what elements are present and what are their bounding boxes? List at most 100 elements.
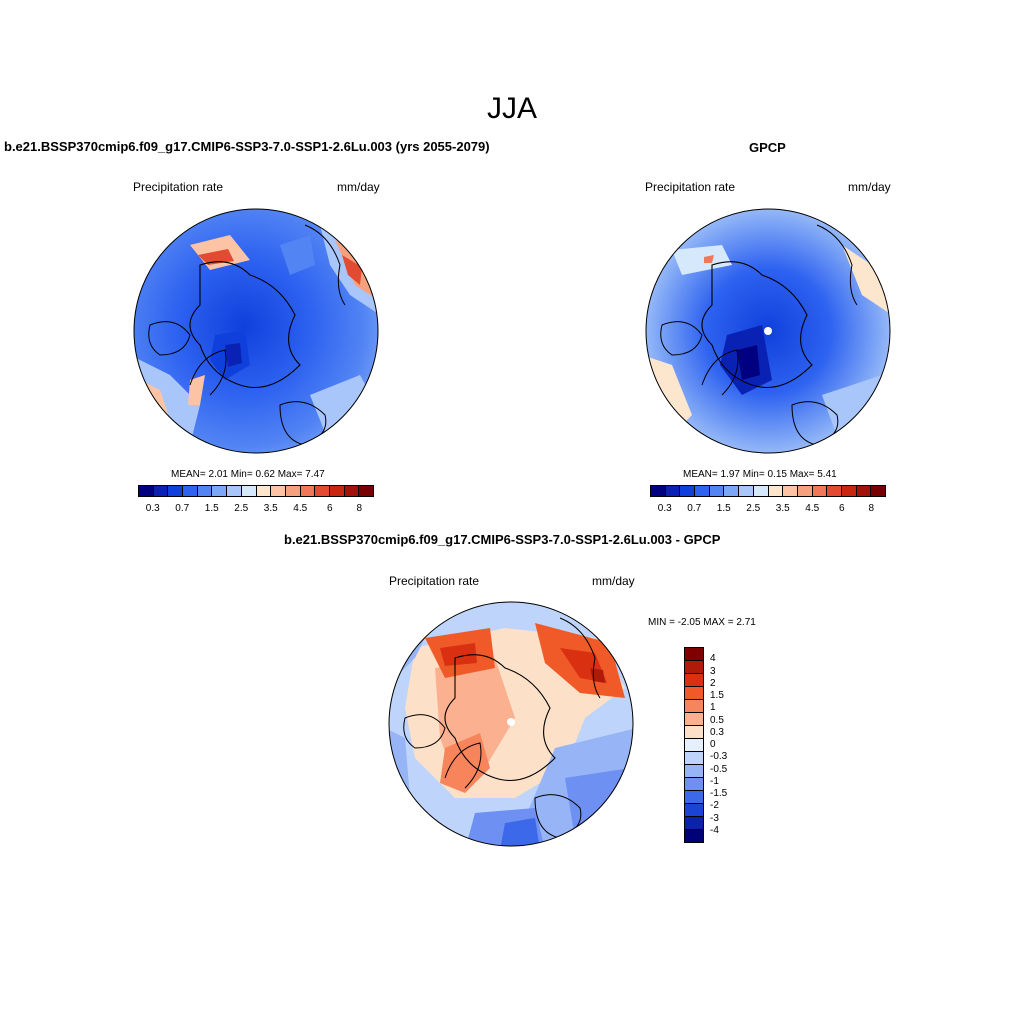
colorbar-swatch [724, 486, 740, 496]
model-stats: MEAN= 2.01 Min= 0.62 Max= 7.47 [171, 469, 325, 480]
diff-units-label: mm/day [592, 574, 635, 588]
obs-variable-label: Precipitation rate [645, 180, 736, 194]
colorbar-tick-label: -0.5 [710, 763, 728, 775]
colorbar-tick-label: 8 [868, 503, 875, 514]
colorbar-swatch [709, 486, 725, 496]
colorbar-swatch [841, 486, 857, 496]
colorbar-tick-label: 1.5 [204, 503, 219, 514]
colorbar-tick-label: -1 [710, 775, 719, 787]
colorbar-swatch [685, 791, 703, 804]
diff-colorbar [684, 647, 704, 843]
figure-title: JJA [486, 92, 537, 125]
colorbar-swatch [685, 804, 703, 817]
colorbar-tick-label: 0.7 [175, 503, 190, 514]
colorbar-swatch [856, 486, 872, 496]
colorbar-tick-label: -1.5 [710, 788, 728, 799]
colorbar-swatch [359, 486, 373, 496]
diff-colorbar-ticks: 4 3 2 1.5 1 0.5 0.3 0 -0.3 -0.5 -1 -1.5 -2 -3 -4 [710, 647, 750, 843]
colorbar-swatch [685, 713, 703, 726]
colorbar-swatch [665, 486, 681, 496]
colorbar-swatch [153, 486, 169, 496]
colorbar-swatch [768, 486, 784, 496]
colorbar-swatch [783, 486, 798, 496]
colorbar-tick-label: 2.5 [746, 503, 761, 514]
colorbar-swatch [139, 486, 154, 496]
colorbar-swatch [227, 486, 242, 496]
diff-polar-map [388, 601, 634, 847]
colorbar-tick-label: 3.5 [775, 503, 790, 514]
model-colorbar [138, 485, 374, 497]
colorbar-tick-label: 6 [838, 503, 845, 514]
colorbar-tick-label: 1.5 [716, 503, 731, 514]
colorbar-swatch [685, 700, 703, 713]
colorbar-swatch [685, 661, 703, 674]
model-polar-map [133, 208, 379, 454]
colorbar-swatch [685, 648, 703, 661]
model-variable-label: Precipitation rate [133, 180, 224, 194]
colorbar-swatch [168, 486, 184, 496]
obs-colorbar [650, 485, 886, 497]
colorbar-swatch [241, 486, 257, 496]
colorbar-tick-label: 0.3 [657, 503, 672, 514]
obs-polar-map [645, 208, 891, 454]
diff-stats: MIN = -2.05 MAX = 2.71 [648, 617, 756, 628]
colorbar-swatch [271, 486, 286, 496]
colorbar-swatch [300, 486, 316, 496]
diff-panel-title: b.e21.BSSP370cmip6.f09_g17.CMIP6-SSP3-7.… [284, 532, 721, 547]
colorbar-swatch [183, 486, 198, 496]
diff-variable-label: Precipitation rate [389, 574, 480, 588]
colorbar-tick-label: 1 [710, 702, 716, 714]
colorbar-swatch [753, 486, 769, 496]
colorbar-swatch [256, 486, 272, 496]
colorbar-tick-label: -2 [710, 800, 719, 812]
colorbar-swatch [685, 674, 703, 687]
colorbar-swatch [212, 486, 228, 496]
colorbar-swatch [329, 486, 345, 496]
colorbar-tick-label: 0 [710, 739, 716, 750]
colorbar-swatch [685, 817, 703, 830]
colorbar-swatch [695, 486, 710, 496]
colorbar-tick-label: 4 [710, 653, 716, 665]
colorbar-swatch [827, 486, 842, 496]
colorbar-tick-label: 0.5 [710, 714, 724, 726]
colorbar-swatch [685, 830, 703, 842]
colorbar-swatch [797, 486, 813, 496]
colorbar-tick-label: -4 [710, 824, 719, 836]
colorbar-swatch [685, 687, 703, 700]
colorbar-tick-label: 4.5 [293, 503, 308, 514]
obs-colorbar-ticks: 0.3 0.7 1.5 2.5 3.5 4.5 6 8 [650, 503, 886, 517]
colorbar-tick-label: 2 [710, 677, 716, 689]
colorbar-swatch [197, 486, 213, 496]
colorbar-swatch [739, 486, 754, 496]
obs-units-label: mm/day [848, 180, 891, 194]
model-colorbar-ticks: 0.3 0.7 1.5 2.5 3.5 4.5 6 8 [138, 503, 374, 517]
colorbar-swatch [685, 752, 703, 765]
colorbar-swatch [344, 486, 360, 496]
colorbar-swatch [685, 739, 703, 752]
colorbar-tick-label: 0.7 [687, 503, 702, 514]
colorbar-tick-label: 4.5 [805, 503, 820, 514]
colorbar-tick-label: 3 [710, 665, 716, 677]
colorbar-swatch [285, 486, 301, 496]
model-units-label: mm/day [337, 180, 380, 194]
colorbar-tick-label: -0.3 [710, 751, 728, 763]
colorbar-tick-label: 1.5 [710, 690, 724, 701]
colorbar-swatch [685, 778, 703, 791]
colorbar-tick-label: 6 [326, 503, 333, 514]
model-panel-title: b.e21.BSSP370cmip6.f09_g17.CMIP6-SSP3-7.… [4, 139, 490, 154]
colorbar-tick-label: 0.3 [710, 726, 724, 738]
colorbar-swatch [680, 486, 696, 496]
colorbar-tick-label: -3 [710, 812, 719, 824]
colorbar-tick-label: 0.3 [145, 503, 160, 514]
colorbar-tick-label: 2.5 [234, 503, 249, 514]
colorbar-swatch [315, 486, 330, 496]
obs-stats: MEAN= 1.97 Min= 0.15 Max= 5.41 [683, 469, 837, 480]
colorbar-swatch [685, 765, 703, 778]
colorbar-swatch [812, 486, 828, 496]
colorbar-swatch [651, 486, 666, 496]
colorbar-swatch [685, 726, 703, 739]
obs-panel-title: GPCP [749, 140, 786, 155]
colorbar-tick-label: 8 [356, 503, 363, 514]
colorbar-swatch [871, 486, 885, 496]
colorbar-tick-label: 3.5 [263, 503, 278, 514]
